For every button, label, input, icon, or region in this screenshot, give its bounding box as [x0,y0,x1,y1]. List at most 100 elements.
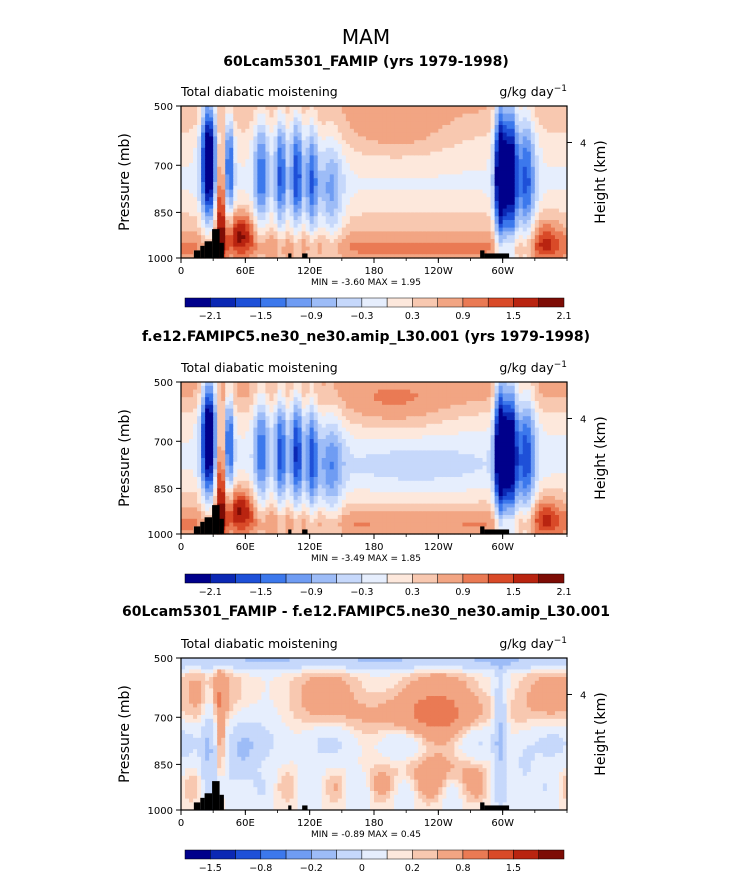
field-cell [277,155,283,160]
field-cell [221,189,226,194]
field-cell [225,239,230,244]
field-cell [522,128,528,134]
field-cell [189,197,194,202]
field-cell [205,182,210,187]
field-cell [301,212,307,217]
field-cell [281,216,287,221]
field-cell [221,385,226,391]
field-cell [321,185,327,191]
field-cell [361,109,367,115]
field-cell [490,250,496,255]
field-cell [538,216,544,221]
field-cell [522,185,528,191]
field-cell [325,220,331,225]
field-cell [382,128,387,134]
field-cell [337,140,343,145]
field-cell [341,140,347,145]
field-cell [293,220,299,225]
field-cell [289,208,295,213]
field-cell [386,235,391,240]
field-cell [506,223,512,229]
field-cell [321,235,327,240]
field-cell [209,477,214,482]
field-cell [325,159,331,164]
field-cell [213,163,218,168]
field-cell [361,242,367,248]
field-cell [245,492,250,497]
field-cell [454,132,460,137]
field-cell [562,239,568,244]
field-cell [349,223,355,229]
field-cell [241,393,246,398]
field-cell [478,185,484,191]
field-cell [558,197,564,202]
field-cell [309,250,315,255]
field-cell [209,507,214,512]
field-cell [325,113,331,118]
field-cell [209,212,214,217]
field-cell [205,389,210,394]
field-cell [458,235,464,240]
field-cell [530,147,536,153]
field-cell [466,121,472,126]
field-cell [265,412,271,417]
field-cell [514,144,520,149]
field-cell [233,450,238,455]
field-cell [498,132,504,137]
field-cell [522,193,528,198]
field-cell [185,507,190,512]
field-cell [478,166,484,172]
field-cell [414,147,419,153]
field-cell [402,185,407,191]
field-cell [550,201,556,206]
field-cell [281,204,287,210]
field-cell [490,242,496,248]
field-cell [293,106,299,111]
field-cell [438,163,443,168]
field-cell [494,117,500,122]
field-cell [313,113,319,118]
field-cell [434,170,439,175]
field-cell [446,212,451,217]
field-cell [466,128,472,134]
field-cell [378,166,383,172]
field-cell [458,163,464,168]
field-cell [442,197,447,202]
field-cell [398,231,403,236]
field-cell [241,515,246,520]
field-cell [217,480,222,486]
field-cell [442,250,447,255]
field-cell [197,242,202,248]
field-cell [185,431,190,436]
field-cell [285,488,291,493]
field-cell [378,204,383,210]
field-cell [494,246,500,251]
field-cell [514,140,520,145]
field-cell [329,231,335,236]
field-cell [365,208,371,213]
terrain-mask [302,253,308,258]
field-cell [273,132,279,137]
field-cell [265,530,271,535]
field-cell [197,404,202,410]
field-cell [213,450,218,455]
field-cell [261,477,267,482]
field-cell [261,235,267,240]
field-cell [430,106,435,111]
field-cell [257,416,263,421]
field-cell [249,227,254,232]
field-cell [446,125,451,130]
field-cell [337,147,343,153]
field-cell [297,109,303,115]
field-cell [542,208,548,213]
field-cell [406,174,411,179]
colorbar-swatch [437,297,464,308]
field-cell [261,488,267,493]
field-cell [273,201,279,206]
field-cell [237,477,242,482]
field-cell [349,113,355,118]
field-cell [325,231,331,236]
field-cell [522,106,528,111]
field-cell [321,208,327,213]
field-cell [502,227,508,232]
